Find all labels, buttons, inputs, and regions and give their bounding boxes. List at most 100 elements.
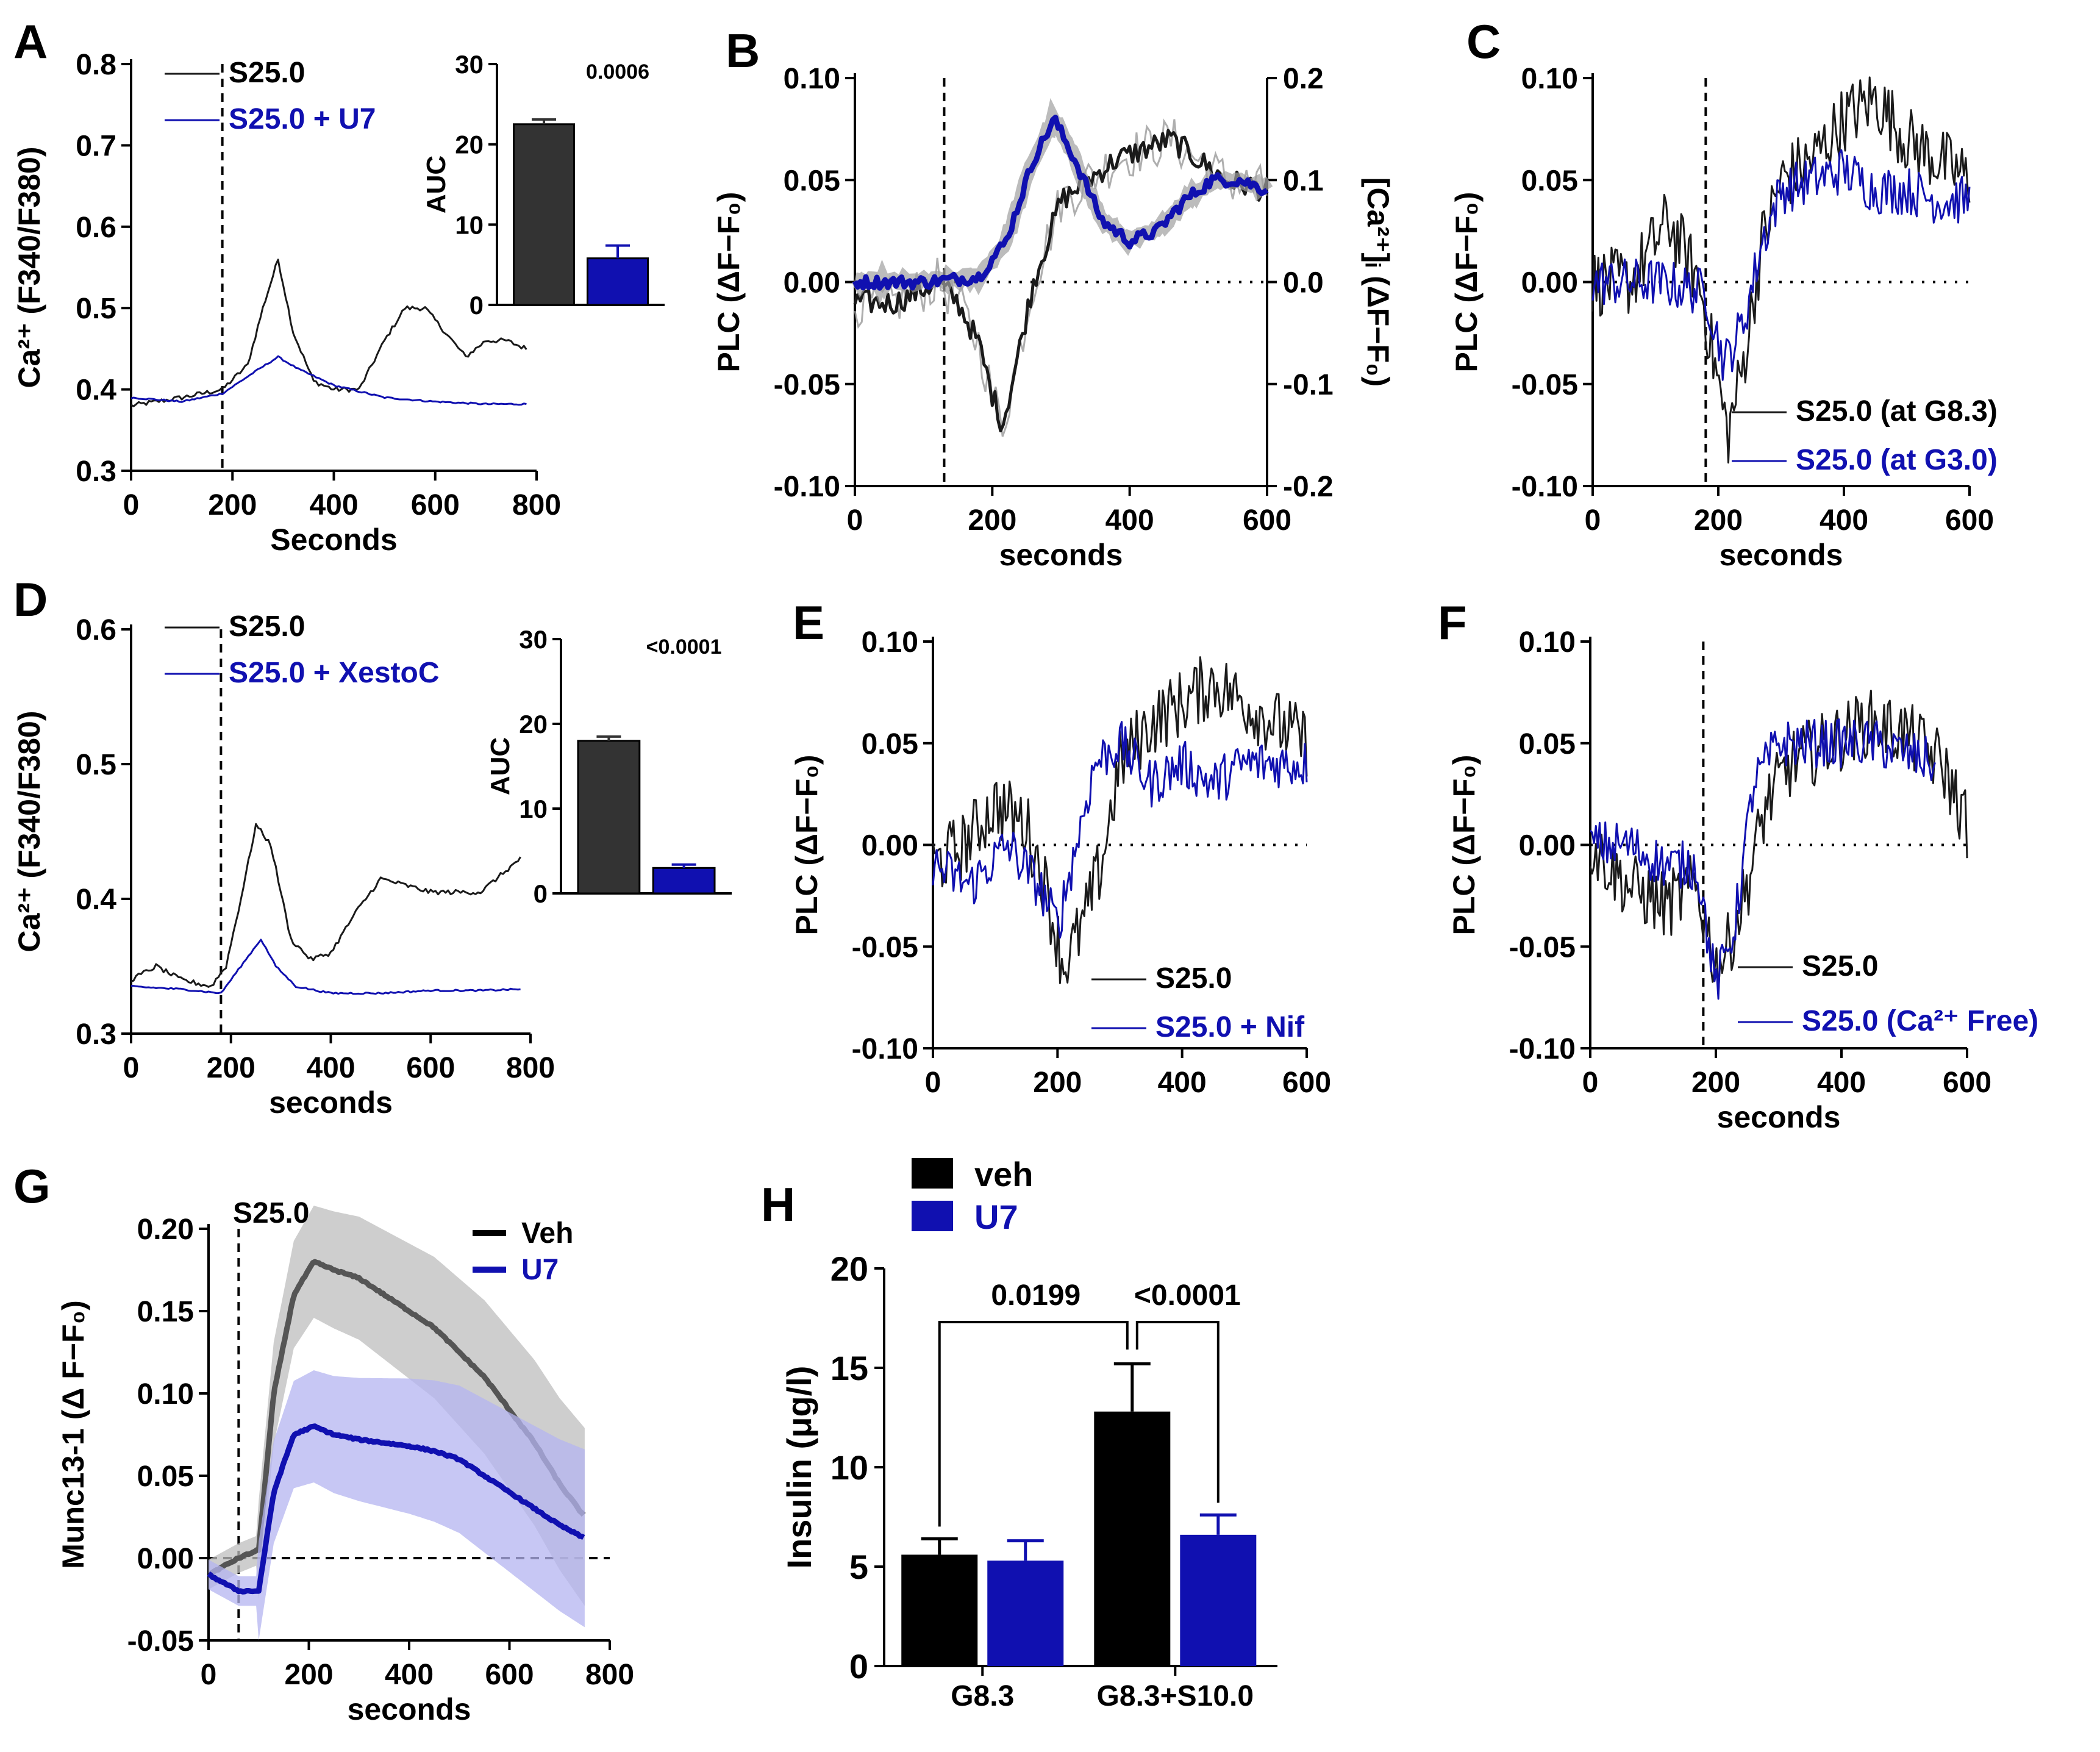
y-tick-label: -0.10 [1509, 1033, 1576, 1065]
series-line [853, 129, 1269, 432]
y2-axis-label: [Ca²⁺]ᵢ (ΔF−F₀) [1361, 177, 1395, 387]
y-tick-label: -0.05 [127, 1625, 194, 1657]
y-tick-label: 0.4 [76, 884, 116, 916]
y-tick-label: -0.10 [852, 1033, 918, 1065]
series-line [1589, 690, 1968, 995]
panel-label: E [793, 596, 824, 649]
x-tick-label: 800 [506, 1052, 555, 1084]
panel-label: G [13, 1159, 51, 1213]
legend-label: U7 [974, 1198, 1018, 1236]
y-tick-label: -0.05 [1509, 931, 1576, 964]
inset-tick-label: 10 [455, 210, 484, 239]
x-tick-label: 200 [968, 504, 1016, 537]
y2-tick-label: 0.0 [1283, 267, 1324, 299]
x-tick-label: 0 [123, 489, 140, 521]
x-tick-label: 600 [406, 1052, 455, 1084]
y-tick-label: -0.05 [774, 369, 840, 401]
x-tick-label: 0 [1582, 1067, 1599, 1099]
inset-bar [587, 257, 649, 306]
y-axis-label: PLC (ΔF−F₀) [790, 755, 824, 935]
x-tick-label: 600 [485, 1659, 534, 1691]
x-tick-label: 400 [1158, 1067, 1207, 1099]
y-tick-label: 5 [849, 1548, 868, 1586]
x-axis-label: seconds [269, 1085, 393, 1120]
inset-tick-label: 0 [534, 879, 548, 908]
y-axis-label: Ca²⁺ (F340/F380) [12, 711, 46, 953]
y-tick-label: 0.6 [76, 614, 116, 646]
y-tick-label: -0.05 [1512, 369, 1578, 401]
x-tick-label: 600 [1943, 1067, 1991, 1099]
y-tick-label: 0.6 [76, 212, 116, 244]
x-tick-label: 200 [284, 1659, 333, 1691]
inset-y-label: AUC [421, 156, 451, 213]
series-line [130, 259, 527, 407]
x-axis-label: seconds [999, 538, 1123, 572]
x-tick-label: 400 [309, 489, 358, 521]
series-line [207, 1423, 585, 1595]
comparison-label: <0.0001 [1134, 1279, 1241, 1312]
legend-label: S25.0 + Nif [1155, 1011, 1305, 1043]
legend-label: S25.0 (at G3.0) [1796, 444, 1998, 476]
series-line [1591, 76, 1971, 464]
error-band [209, 1206, 585, 1606]
x-tick-label: 400 [385, 1659, 434, 1691]
x-tick-label: 400 [306, 1052, 355, 1084]
x-tick-label: 0 [201, 1659, 217, 1691]
inset-tick-label: 30 [455, 50, 484, 79]
y-tick-label: 0.3 [76, 456, 116, 488]
panel-f: F -0.10 -0.05 0.00 0.05 0.10 0 200 400 600 seconds… [1438, 596, 2038, 1134]
x-axis-label: seconds [348, 1692, 471, 1726]
x-tick-label: 200 [1691, 1067, 1740, 1099]
panel-b: B -0.10 -0.05 0.00 0.05 0.10 0 200 400 600 seconds… [712, 24, 1395, 572]
x-tick-label: 0 [1585, 504, 1601, 537]
x-tick-label: 200 [1694, 504, 1743, 537]
y-tick-label: 0.05 [862, 728, 918, 760]
panel-label: A [13, 15, 48, 68]
x-tick-label: G8.3 [951, 1680, 1014, 1712]
legend-label: U7 [521, 1254, 559, 1286]
x-tick-label: 600 [1945, 504, 1994, 537]
series-line [1589, 718, 1936, 1000]
panel-label: C [1466, 15, 1501, 68]
x-tick-label: 600 [1243, 504, 1291, 537]
inset-pvalue: <0.0001 [646, 635, 722, 659]
y-axis-label: PLC (ΔF−F₀) [712, 192, 746, 373]
y-axis-label: Ca²⁺ (F340/F380) [12, 147, 46, 388]
inset-tick-label: 20 [455, 131, 484, 159]
panel-label: D [13, 573, 48, 626]
inset-bar [577, 740, 641, 895]
legend-label: S25.0 + U7 [229, 103, 376, 135]
legend-label: S25.0 (at G8.3) [1796, 395, 1998, 427]
series-line [932, 656, 1308, 984]
y-tick-label: 0.05 [784, 165, 840, 197]
bar-u7 [1180, 1534, 1257, 1666]
y-axis-label: Munc13-1 (Δ F−F₀) [56, 1300, 90, 1568]
panel-a: A0.30.40.50.60.70.80 200 400 600 800SecondsC… [12, 15, 665, 557]
x-axis-label: Seconds [270, 523, 397, 557]
legend-label: S25.0 + XestoC [229, 657, 440, 689]
y-tick-label: 0.5 [76, 293, 116, 325]
series-line [1591, 149, 1971, 381]
stimulus-label: S25.0 [233, 1197, 309, 1229]
x-tick-label: 0 [123, 1052, 140, 1084]
y-tick-label: 15 [830, 1349, 868, 1387]
inset-y-label: AUC [485, 737, 515, 795]
x-tick-label: 800 [512, 489, 561, 521]
series-line [131, 939, 521, 995]
bar-veh [901, 1554, 978, 1666]
y-tick-label: 0.10 [862, 626, 918, 659]
y-tick-label: -0.10 [774, 471, 840, 503]
y2-tick-label: 0.1 [1283, 165, 1324, 197]
inset-pvalue: 0.0006 [586, 60, 649, 84]
x-tick-label: 0 [847, 504, 863, 537]
x-tick-label: 200 [208, 489, 257, 521]
panel-label: H [761, 1178, 795, 1231]
y-tick-label: 20 [830, 1250, 868, 1288]
y-axis-label: PLC (ΔF−F₀) [1447, 755, 1481, 935]
inset-tick-label: 10 [519, 795, 548, 823]
y-tick-label: -0.05 [852, 931, 918, 964]
panel-label: F [1438, 596, 1467, 649]
legend-label: S25.0 (Ca²⁺ Free) [1802, 1005, 2038, 1037]
